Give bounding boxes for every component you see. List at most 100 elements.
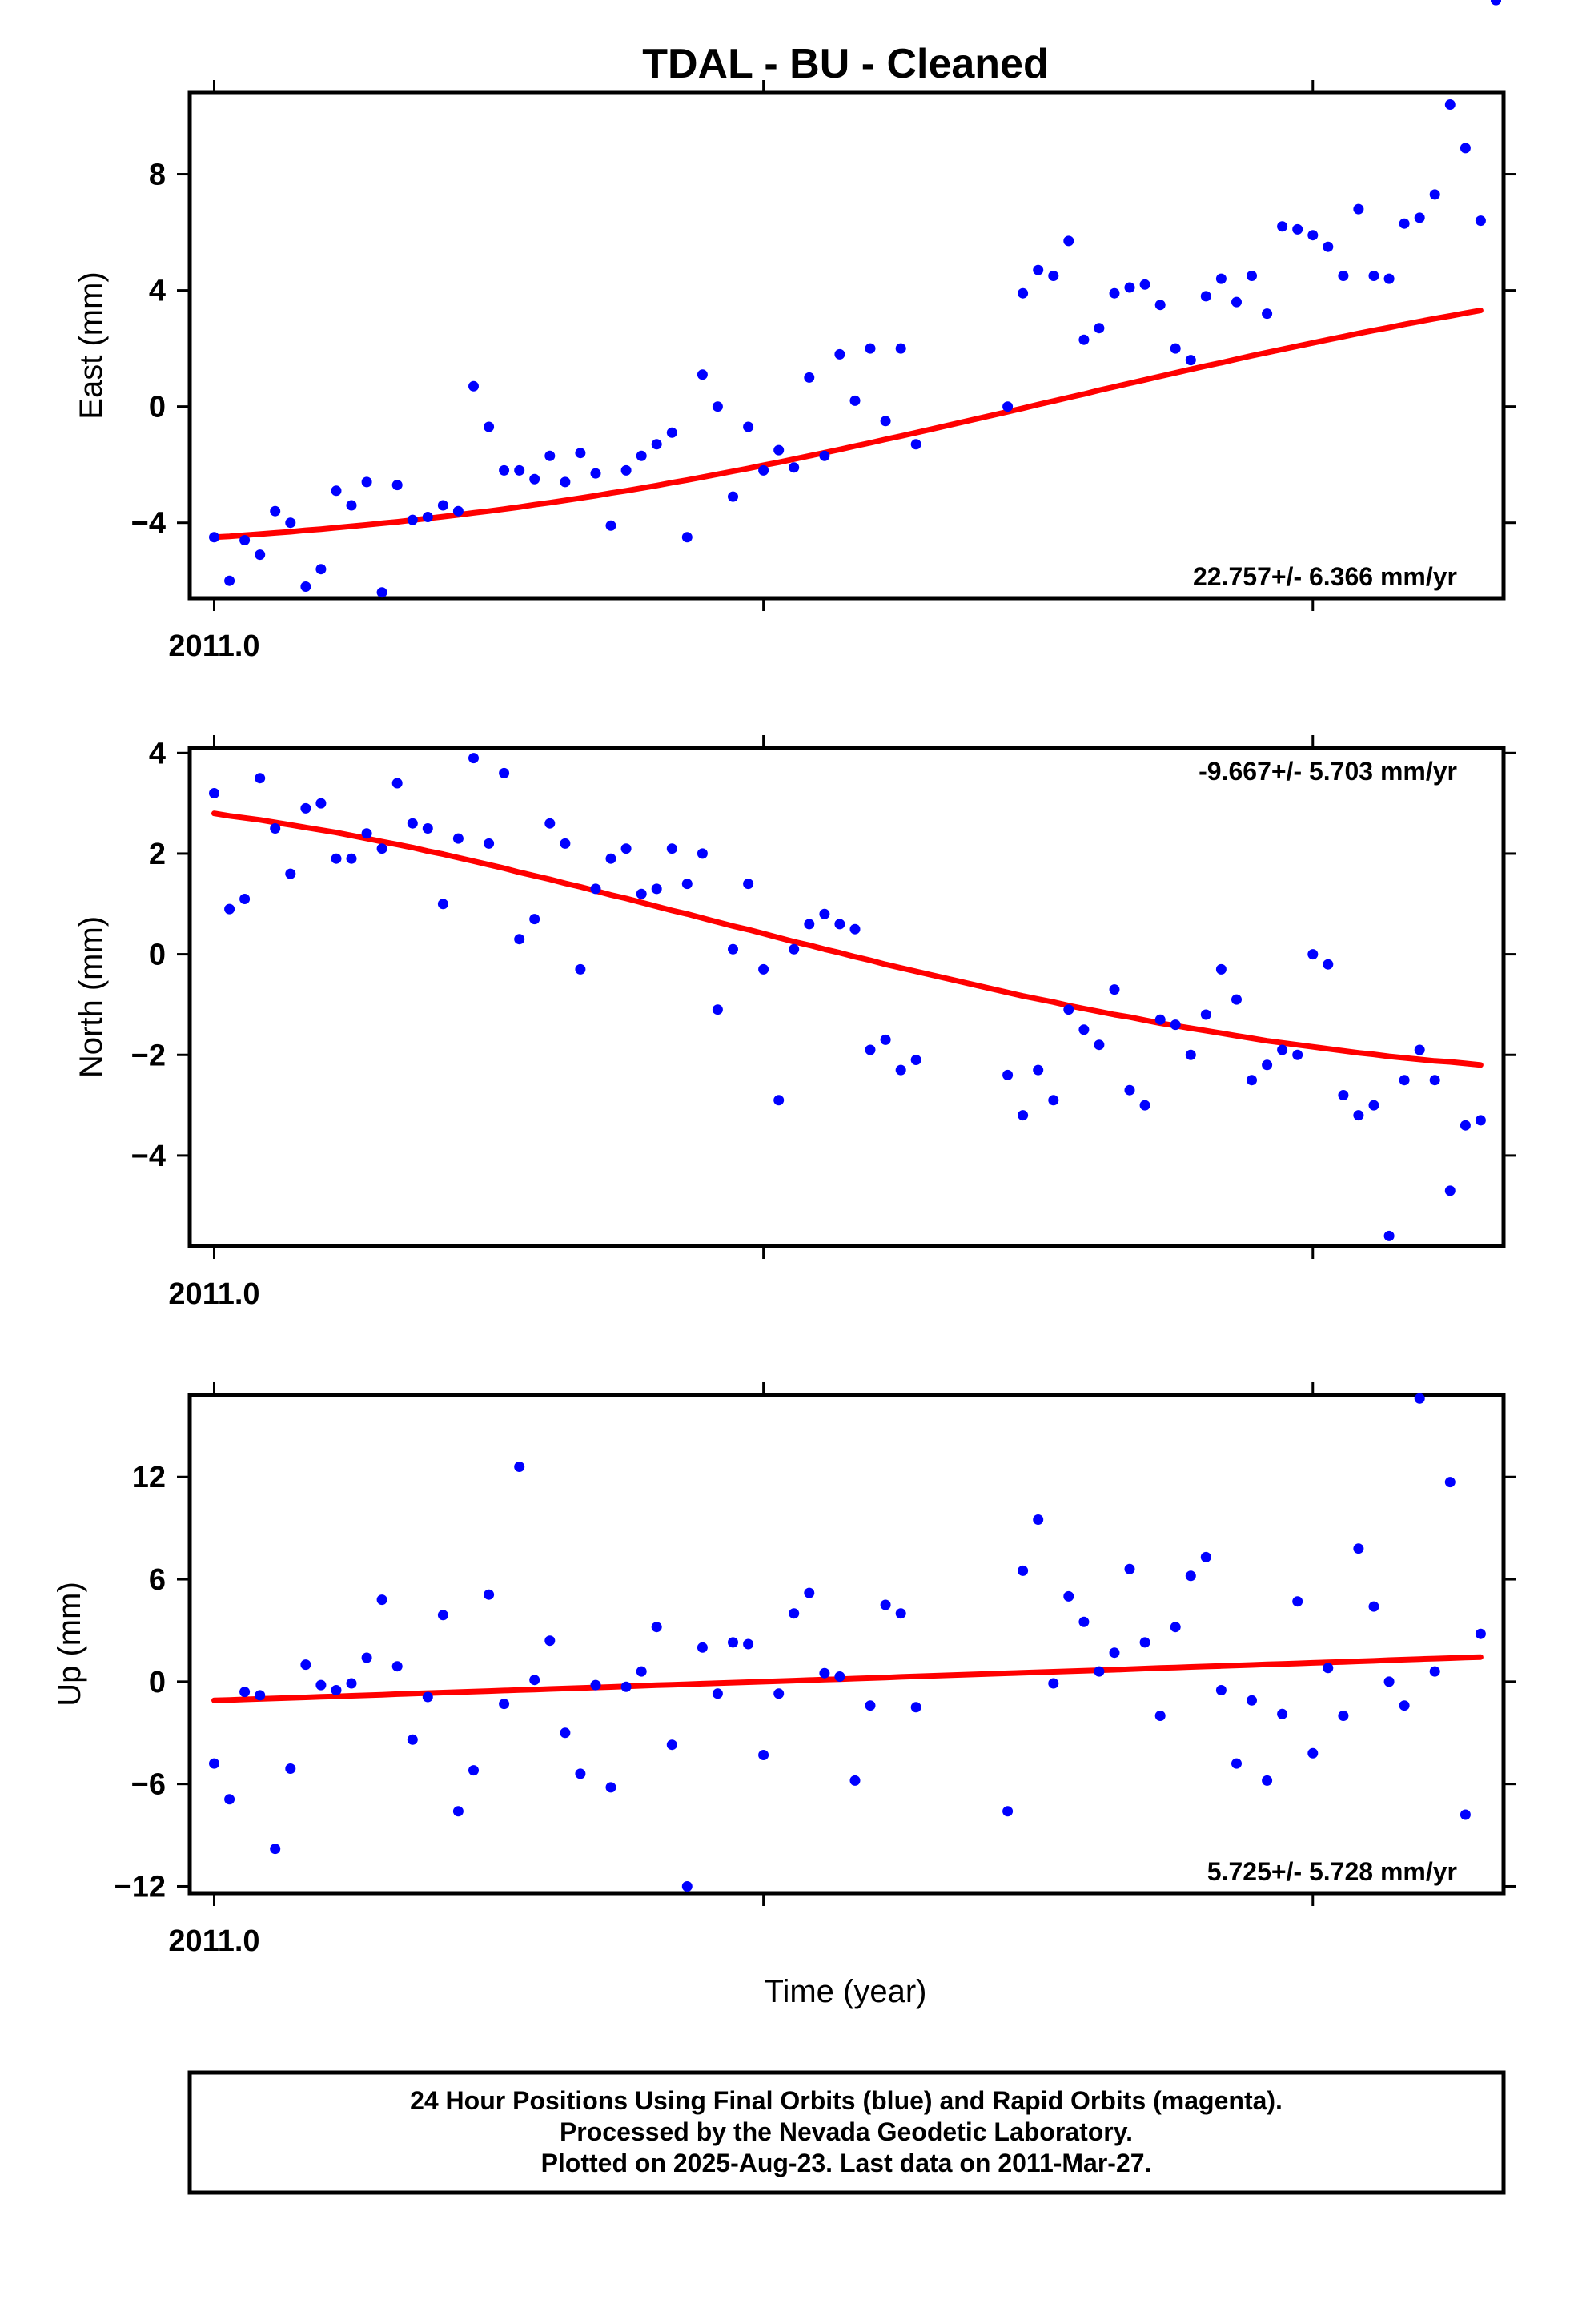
data-point [1185, 355, 1196, 366]
data-point [391, 778, 403, 789]
y-tick-label: 4 [149, 737, 166, 770]
data-point [422, 1691, 433, 1703]
data-point [1033, 1064, 1044, 1076]
data-point [1323, 241, 1334, 252]
data-point [620, 464, 632, 476]
data-point [849, 1775, 861, 1786]
data-point [255, 1690, 266, 1701]
data-point [331, 853, 342, 864]
data-point [590, 468, 601, 479]
data-point [880, 1034, 891, 1045]
panels: 2011.0 −4 0 4 8 East (mm) 22.757+/- 6.366 mm/y… [52, 0, 1516, 1958]
data-point [224, 1794, 235, 1805]
data-point [681, 1881, 693, 1892]
data-point [300, 802, 311, 814]
data-point [499, 767, 510, 778]
data-point [239, 894, 251, 904]
data-point [834, 1671, 845, 1682]
data-point [743, 421, 754, 432]
data-point [1323, 959, 1334, 970]
data-point [1215, 273, 1227, 284]
data-point [514, 934, 525, 945]
data-point [1139, 1637, 1150, 1648]
data-point [1353, 1543, 1364, 1554]
data-point [651, 883, 662, 895]
data-point [697, 1642, 708, 1653]
data-point [834, 919, 845, 930]
data-point [1170, 1019, 1181, 1031]
data-point [315, 798, 327, 809]
data-point [819, 908, 830, 919]
data-point [1399, 218, 1410, 229]
data-point [1399, 1075, 1410, 1086]
panel-2: 2011.0 −4 −2 0 2 4 North (mm) -9.667+/- 5.703 m… [74, 0, 1516, 1311]
data-point [758, 1750, 769, 1760]
data-point [605, 520, 616, 531]
data-point [468, 753, 479, 764]
data-point [910, 1702, 921, 1713]
data-point [1277, 1708, 1288, 1719]
x-axis-label: Time (year) [765, 1974, 927, 2009]
data-point [1247, 1075, 1257, 1086]
data-point [651, 1622, 662, 1633]
data-point [1307, 1747, 1319, 1759]
data-point [209, 532, 219, 543]
data-point [285, 517, 296, 529]
data-point [437, 500, 448, 511]
data-point [209, 788, 219, 798]
footer-box: 24 Hour Positions Using Final Orbits (bl… [187, 2070, 1506, 2195]
data-point [1109, 984, 1120, 995]
data-point [1475, 215, 1486, 227]
data-point [1277, 221, 1288, 232]
data-point [1429, 189, 1440, 200]
data-point [285, 1763, 296, 1774]
data-point [560, 838, 571, 849]
data-point [391, 1661, 403, 1672]
data-point [712, 1688, 723, 1699]
panel-frame [187, 746, 1506, 1248]
data-point [1338, 271, 1349, 281]
data-point [910, 439, 921, 450]
data-point [636, 888, 647, 899]
data-point [1018, 287, 1029, 299]
data-point [1277, 1044, 1288, 1055]
data-point [422, 823, 433, 834]
rate-annotation: -9.667+/- 5.703 mm/yr [1199, 757, 1457, 786]
data-point [1078, 1024, 1090, 1035]
data-point [270, 823, 281, 834]
data-point [1444, 99, 1456, 110]
data-point [758, 464, 769, 476]
data-point [422, 512, 433, 522]
data-point [544, 1635, 556, 1647]
data-point [651, 439, 662, 450]
data-point [1247, 1695, 1257, 1706]
data-point [773, 1095, 785, 1106]
data-point [666, 1739, 677, 1751]
data-point [529, 1675, 540, 1686]
data-point [804, 1587, 815, 1598]
data-point [1215, 1685, 1227, 1695]
data-point [1109, 287, 1120, 299]
data-point [1094, 1666, 1105, 1677]
y-tick-label: 0 [149, 939, 166, 972]
data-point [1414, 1044, 1425, 1055]
rate-annotation: 5.725+/- 5.728 mm/yr [1207, 1857, 1457, 1886]
data-point [910, 1055, 921, 1065]
y-tick-label: 8 [149, 159, 166, 192]
y-tick-label: −4 [131, 1140, 166, 1173]
data-point [1414, 212, 1425, 223]
data-point [361, 828, 372, 839]
data-point [544, 818, 556, 829]
data-point [697, 369, 708, 380]
data-point [1368, 1100, 1379, 1111]
data-point [789, 1608, 800, 1619]
data-point [300, 1659, 311, 1671]
data-point [1002, 401, 1014, 412]
data-point [1429, 1666, 1440, 1677]
data-point [666, 843, 677, 854]
data-point [1414, 1393, 1425, 1404]
data-point [331, 1685, 342, 1695]
data-point [484, 1589, 495, 1600]
data-point [1323, 1663, 1334, 1674]
y-tick-label: 12 [132, 1461, 166, 1494]
